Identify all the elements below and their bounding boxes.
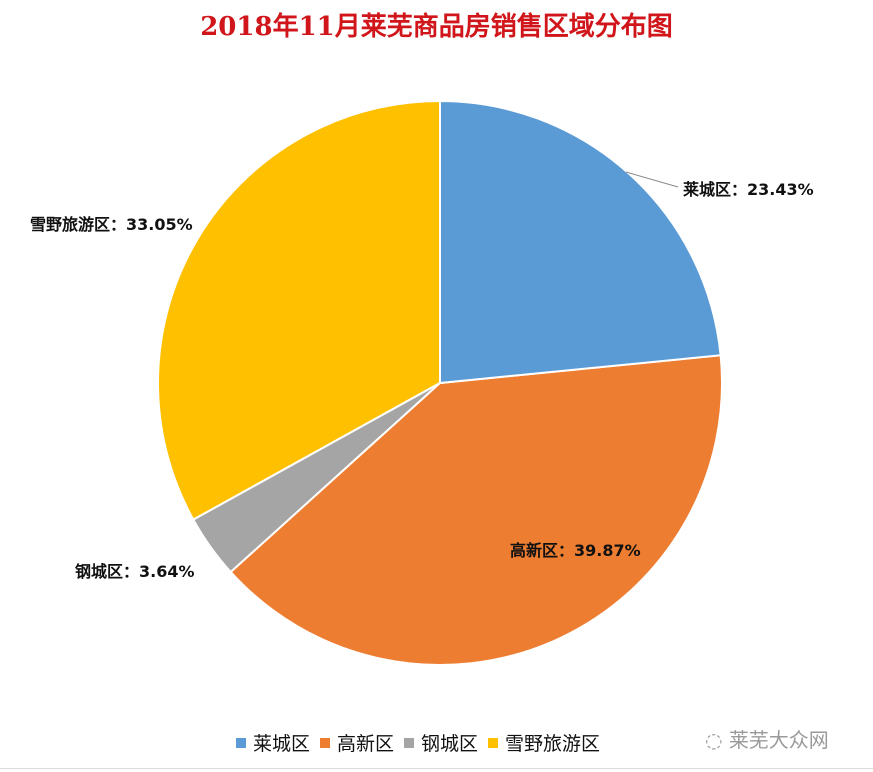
legend-swatch — [236, 737, 246, 748]
data-label-gangcheng: 钢城区：3.64% — [75, 562, 195, 581]
legend-swatch — [404, 737, 415, 748]
pie-slice-3 — [157, 99, 441, 522]
legend-item: 钢城区 — [404, 729, 478, 756]
legend-item: 莱城区 — [236, 729, 310, 756]
pie-slice-0 — [439, 99, 722, 385]
legend-label: 莱城区 — [253, 733, 311, 755]
watermark: ◌ 莱芜大众网 — [705, 724, 829, 753]
chart-title: 2018年11月莱芜商品房销售区域分布图 — [200, 12, 673, 42]
leader-line-laicheng — [625, 171, 679, 188]
data-label-xueye: 雪野旅游区：33.05% — [30, 215, 193, 234]
legend-label: 高新区 — [337, 733, 395, 755]
divider — [0, 768, 873, 769]
legend-label: 雪野旅游区 — [505, 733, 601, 755]
data-label-gaoxin: 高新区：39.87% — [510, 541, 641, 560]
legend-item: 雪野旅游区 — [488, 729, 600, 756]
legend: 莱城区 高新区 钢城区 雪野旅游区 — [236, 729, 610, 756]
legend-swatch — [320, 737, 331, 748]
data-label-laicheng: 莱城区：23.43% — [683, 180, 814, 199]
legend-swatch — [488, 737, 499, 748]
watermark-text: 莱芜大众网 — [728, 728, 829, 752]
wechat-icon: ◌ — [705, 728, 729, 752]
legend-item: 高新区 — [320, 729, 394, 756]
legend-label: 钢城区 — [421, 733, 479, 755]
pie-slice-1 — [229, 354, 723, 666]
